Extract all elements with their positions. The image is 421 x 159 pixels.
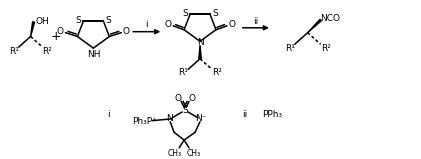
Text: NCO: NCO — [321, 14, 341, 23]
Text: S: S — [182, 106, 188, 114]
Text: R²: R² — [43, 48, 53, 56]
Text: R¹: R¹ — [178, 68, 188, 77]
Text: OH: OH — [36, 17, 49, 25]
Text: CH₃: CH₃ — [168, 149, 182, 158]
Text: N⁻: N⁻ — [195, 114, 207, 123]
Text: NH: NH — [87, 50, 100, 59]
Text: ii: ii — [242, 110, 248, 119]
Text: R²: R² — [212, 68, 222, 77]
Text: S: S — [106, 16, 111, 24]
Text: R¹: R¹ — [9, 48, 19, 56]
Text: O: O — [189, 94, 196, 103]
Text: S: S — [75, 16, 81, 24]
Polygon shape — [308, 19, 321, 33]
Text: S: S — [182, 9, 188, 18]
Text: S: S — [212, 9, 218, 18]
Text: ii: ii — [253, 17, 258, 25]
Text: PPh₃: PPh₃ — [262, 110, 282, 119]
Polygon shape — [199, 45, 201, 59]
Text: O: O — [57, 27, 64, 36]
Text: N: N — [166, 114, 173, 123]
Text: +: + — [50, 30, 61, 43]
Text: i: i — [107, 110, 109, 119]
Text: O: O — [175, 94, 181, 103]
Text: R²: R² — [321, 44, 330, 53]
Text: R¹: R¹ — [285, 44, 295, 53]
Text: N: N — [197, 38, 203, 47]
Text: i: i — [145, 20, 148, 29]
Text: O: O — [123, 27, 130, 36]
Text: CH₃: CH₃ — [187, 149, 201, 158]
Text: O: O — [165, 20, 172, 29]
Text: Ph₃P⁺: Ph₃P⁺ — [132, 117, 157, 126]
Text: O: O — [229, 20, 235, 29]
Polygon shape — [31, 22, 35, 37]
